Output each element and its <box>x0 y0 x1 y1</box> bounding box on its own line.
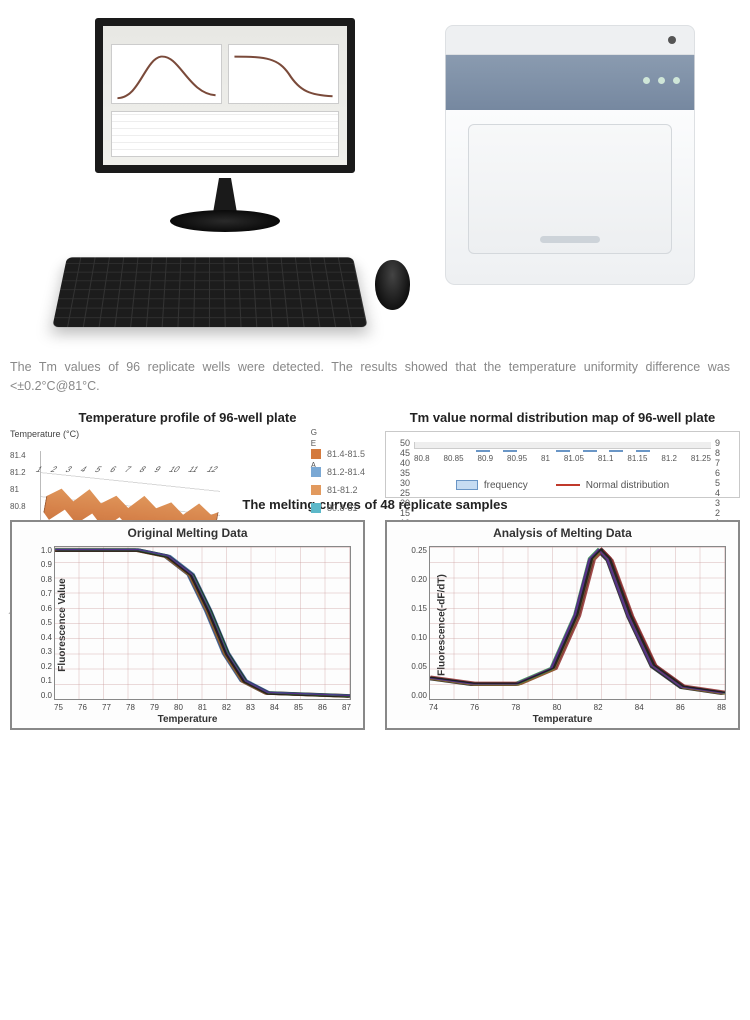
chart-3d-title: Temperature profile of 96-well plate <box>10 410 365 425</box>
chart-bar-yright: 9876543210-1 <box>715 438 731 449</box>
chart-3d-xticks: 123456789101112 <box>34 465 220 474</box>
monitor-base <box>170 210 280 232</box>
melting-left-curves <box>55 547 350 699</box>
chart-bar-title: Tm value normal distribution map of 96-w… <box>385 410 740 425</box>
hero-product-illustration <box>0 0 750 350</box>
melting-left-xticks: 75767778798081828384858687 <box>54 703 351 712</box>
chart-3d: Temperature (°C) 81.481.28180.880.680.48… <box>10 431 365 498</box>
chart-3d-ylabel: Temperature (°C) <box>10 429 79 439</box>
keyboard <box>52 257 367 327</box>
melting-right-xticks: 7476788082848688 <box>429 703 726 712</box>
chart-bar-yleft: 50454035302520151050 <box>390 438 410 449</box>
pcr-instrument <box>445 25 695 285</box>
monitor <box>95 18 355 173</box>
legend-norm-label: Normal distribution <box>586 480 669 491</box>
monitor-stand <box>205 178 245 213</box>
chart-bar: 50454035302520151050 9876543210-1 80.880… <box>385 431 740 498</box>
melting-left-xlabel: Temperature <box>12 714 363 725</box>
legend-freq-label: frequency <box>484 480 528 491</box>
monitor-table <box>111 111 339 157</box>
melting-left-chart: Original Melting Data Fluorescence Value… <box>10 520 365 730</box>
melting-left-title: Original Melting Data <box>12 526 363 540</box>
melting-right-chart: Analysis of Melting Data Fluorescence(-d… <box>385 520 740 730</box>
monitor-chart-right <box>228 44 339 104</box>
caption-text: The Tm values of 96 replicate wells were… <box>0 350 750 410</box>
chart-bar-legend: frequency Normal distribution <box>386 480 739 491</box>
mouse <box>375 260 410 310</box>
melting-left-yticks: 1.00.90.80.70.60.50.40.30.20.10.0 <box>34 546 52 700</box>
melting-right-xlabel: Temperature <box>387 714 738 725</box>
melting-right-yticks: 0.250.200.150.100.050.00 <box>409 546 427 700</box>
melting-right-curves <box>430 547 725 699</box>
chart-bar-xticks: 80.880.8580.980.958181.0581.181.1581.281… <box>414 454 711 463</box>
monitor-chart-left <box>111 44 222 104</box>
melting-right-title: Analysis of Melting Data <box>387 526 738 540</box>
